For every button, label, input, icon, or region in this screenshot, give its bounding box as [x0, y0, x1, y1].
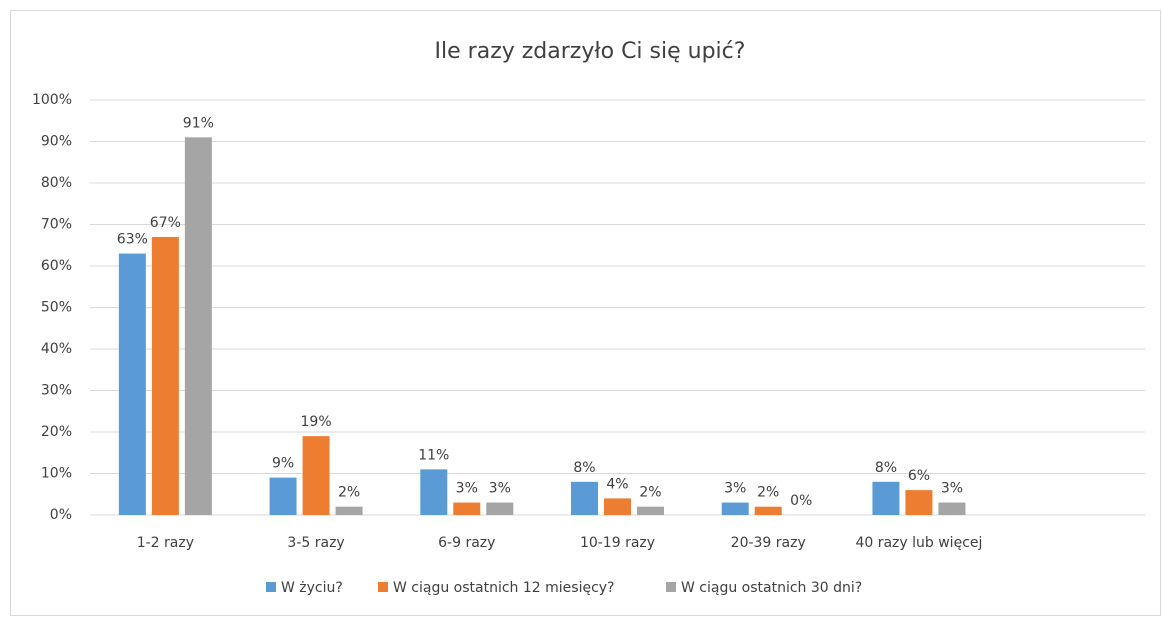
legend-label: W życiu? — [281, 580, 343, 596]
bar — [118, 253, 146, 516]
bar — [938, 502, 966, 515]
bar — [604, 498, 631, 515]
legend-swatch — [666, 582, 676, 592]
bar — [151, 236, 179, 515]
x-tick-label: 40 razy lub więcej — [855, 535, 982, 551]
y-tick-label: 100% — [32, 92, 72, 108]
bar — [184, 137, 212, 515]
data-label: 63% — [117, 232, 148, 248]
y-tick-label: 10% — [41, 466, 72, 482]
legend-label: W ciągu ostatnich 30 dni? — [681, 580, 862, 596]
y-tick-label: 30% — [41, 383, 72, 399]
data-label: 9% — [272, 456, 294, 472]
y-tick-label: 20% — [41, 424, 72, 440]
y-tick-label: 0% — [50, 507, 72, 523]
y-tick-label: 90% — [41, 134, 72, 150]
data-label: 6% — [908, 468, 930, 484]
bar — [721, 502, 749, 515]
y-tick-label: 60% — [41, 258, 72, 274]
data-label: 0% — [790, 493, 812, 509]
x-tick-label: 1-2 razy — [137, 535, 194, 551]
data-label: 3% — [941, 481, 963, 497]
data-label: 8% — [573, 460, 595, 476]
bar — [905, 490, 933, 515]
data-label: 91% — [183, 115, 214, 131]
bar — [637, 506, 664, 515]
data-label: 2% — [338, 485, 360, 501]
x-tick-label: 20-39 razy — [731, 535, 806, 551]
bar — [453, 502, 481, 515]
y-tick-label: 40% — [41, 341, 72, 357]
bar — [302, 436, 330, 515]
data-label: 8% — [875, 460, 897, 476]
chart-title: Ile razy zdarzyło Ci się upić? — [435, 39, 746, 64]
data-label: 3% — [724, 481, 746, 497]
data-label: 11% — [418, 447, 449, 463]
bar — [486, 502, 514, 515]
x-tick-label: 10-19 razy — [580, 535, 655, 551]
data-label: 4% — [606, 476, 628, 492]
y-tick-label: 80% — [41, 175, 72, 191]
data-label: 3% — [456, 481, 478, 497]
y-tick-label: 50% — [41, 300, 72, 316]
chart-border — [10, 10, 1161, 616]
bar — [269, 477, 297, 515]
x-tick-label: 6-9 razy — [438, 535, 495, 551]
y-tick-label: 70% — [41, 217, 72, 233]
data-label: 19% — [301, 414, 332, 430]
data-label: 2% — [757, 485, 779, 501]
bar — [872, 481, 900, 515]
legend-label: W ciągu ostatnich 12 miesięcy? — [393, 580, 614, 596]
legend-swatch — [378, 582, 388, 592]
legend-swatch — [266, 582, 276, 592]
bar — [754, 506, 782, 515]
data-label: 67% — [150, 215, 181, 231]
data-label: 2% — [639, 485, 661, 501]
bar — [420, 469, 448, 515]
x-tick-label: 3-5 razy — [287, 535, 344, 551]
bar — [571, 481, 598, 515]
data-label: 3% — [489, 481, 511, 497]
bar — [335, 506, 363, 515]
